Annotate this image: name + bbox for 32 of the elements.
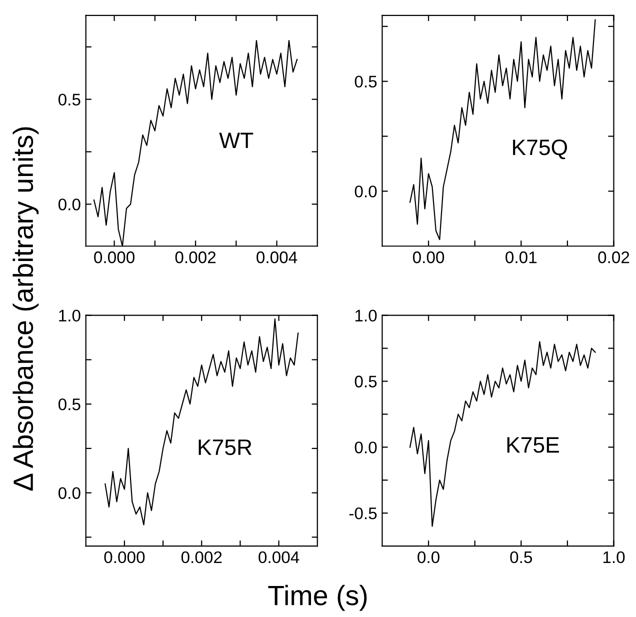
y-tick-label: 0.0 — [58, 487, 80, 500]
x-tick-label: 0.004 — [256, 251, 298, 264]
x-tick-label: 0.000 — [104, 551, 145, 564]
x-tick-label: 0.000 — [94, 251, 134, 264]
annotation: K75R — [198, 440, 252, 456]
y-tick-label: 0.0 — [354, 186, 377, 198]
y-tick-label: 0.5 — [354, 376, 377, 388]
x-tick-label: 1.0 — [603, 551, 625, 564]
x-tick-label: 0.5 — [510, 551, 532, 564]
line-series — [104, 318, 299, 526]
x-tick-label: 0.002 — [175, 251, 216, 264]
x-tick-label: 0.00 — [412, 251, 444, 264]
annotation: WT — [219, 132, 254, 148]
y-tick-label: 0.5 — [58, 94, 80, 106]
x-axis-title: Time (s) — [268, 584, 367, 611]
x-tick-label: 0.02 — [598, 251, 630, 264]
y-tick-label: 0.5 — [354, 76, 377, 88]
y-tick-label: 1.0 — [355, 310, 377, 322]
annotation: K75Q — [513, 139, 567, 160]
annotation: K75E — [507, 437, 559, 453]
y-tick-label: 1.0 — [59, 310, 80, 322]
x-tick-label: 0.002 — [181, 551, 222, 564]
x-tick-label: 0.004 — [258, 551, 300, 564]
y-axis-title: Δ Absorbance (arbitrary units) — [12, 127, 39, 491]
y-tick-label: -0.5 — [349, 507, 377, 520]
y-tick-label: 0.0 — [58, 198, 80, 210]
line-series — [409, 19, 596, 240]
line-series — [409, 341, 596, 527]
y-tick-label: 0.0 — [354, 442, 377, 454]
x-tick-label: 0.0 — [418, 551, 440, 564]
x-tick-label: 0.01 — [506, 251, 537, 264]
y-tick-label: 0.5 — [58, 398, 80, 410]
